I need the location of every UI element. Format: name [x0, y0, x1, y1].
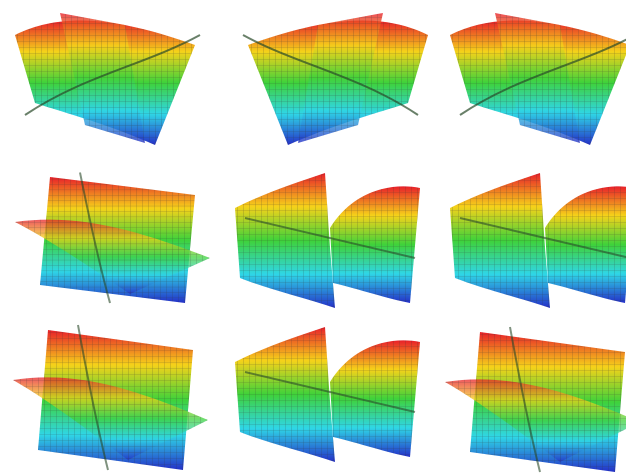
surface-plot	[242, 12, 429, 146]
surface-plot	[449, 12, 626, 146]
surface-plot	[449, 172, 626, 309]
surface-plot	[14, 171, 211, 304]
surface-plot	[14, 12, 201, 146]
surface-plot	[234, 172, 421, 309]
surface-plot	[234, 326, 421, 463]
surface-plot	[444, 326, 626, 473]
surface-plot	[12, 324, 209, 471]
